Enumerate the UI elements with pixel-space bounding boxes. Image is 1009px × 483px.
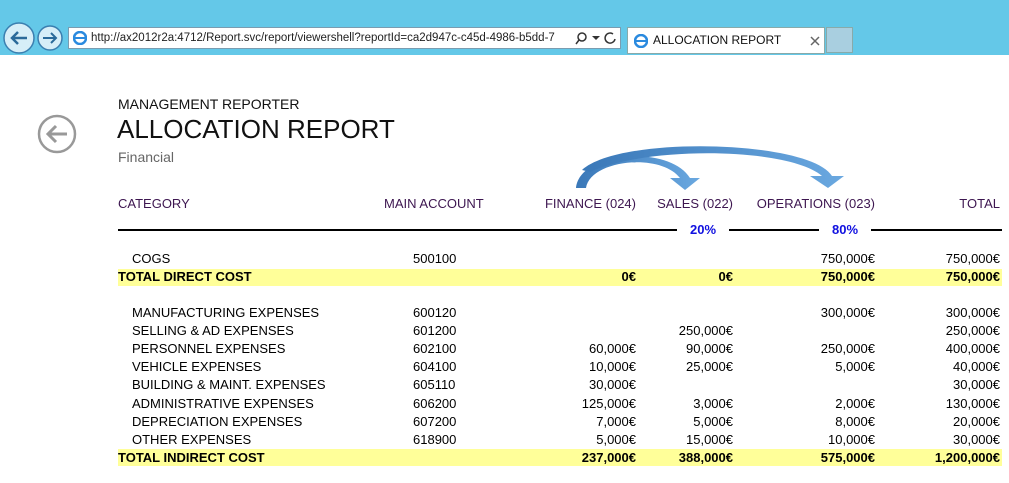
- total-band: [118, 449, 1002, 467]
- operations-cell: 250,000€: [820, 341, 875, 357]
- column-header: TOTAL: [959, 196, 1000, 211]
- finance-cell: 7,000€: [596, 413, 636, 429]
- main-account-cell: 600120: [413, 305, 457, 320]
- main-account-cell: 500100: [413, 251, 457, 266]
- allocation-arrows: [576, 146, 844, 190]
- sales-cell: 15,000€: [686, 431, 733, 447]
- operations-cell: 5,000€: [835, 359, 875, 375]
- total-operations-cell: 575,000€: [820, 449, 875, 465]
- column-header: MAIN ACCOUNT: [384, 196, 484, 211]
- url: http://ax2012r2a:4712/Report.svc/report/…: [91, 32, 555, 44]
- total-total-cell: 1,200,000€: [934, 449, 1000, 465]
- category-cell: ADMINISTRATIVE EXPENSES: [132, 395, 314, 411]
- allocation-percent: 20%: [689, 222, 717, 237]
- column-header: OPERATIONS (023): [756, 196, 875, 211]
- column-header: FINANCE (024): [544, 196, 636, 211]
- finance-cell: 10,000€: [589, 359, 636, 375]
- main-account-cell: 601200: [413, 323, 457, 339]
- category-cell: DEPRECIATION EXPENSES: [132, 413, 303, 429]
- total-cell: 250,000€: [945, 323, 1000, 339]
- new-tab[interactable]: [826, 27, 853, 53]
- total-cell: 130,000€: [945, 395, 1000, 411]
- allocation-percent: 80%: [831, 222, 859, 237]
- operations-cell: 2,000€: [835, 395, 875, 411]
- total-category-cell: TOTAL INDIRECT COST: [118, 449, 265, 465]
- main-account-cell: 605110: [413, 377, 456, 393]
- total-operations-cell: 750,000€: [820, 269, 875, 285]
- finance-cell: 60,000€: [589, 341, 636, 357]
- ie-icon: [73, 31, 87, 45]
- category-cell: MANUFACTURING EXPENSES: [132, 305, 320, 320]
- finance-cell: 5,000€: [596, 431, 636, 447]
- address-bar[interactable]: http://ax2012r2a:4712/Report.svc/report/…: [68, 27, 621, 49]
- column-header: CATEGORY: [118, 196, 190, 211]
- sales-cell: 90,000€: [686, 341, 733, 357]
- sales-cell: 3,000€: [693, 395, 733, 411]
- total-sales-cell: 0€: [718, 269, 733, 285]
- main-account-cell: 604100: [413, 359, 457, 375]
- category-cell: BUILDING & MAINT. EXPENSES: [132, 377, 326, 393]
- main-account-cell: 602100: [413, 341, 457, 357]
- tab-close[interactable]: [810, 36, 820, 46]
- category-cell: PERSONNEL EXPENSES: [132, 341, 286, 357]
- main-account-cell: 607200: [413, 413, 457, 429]
- total-finance-cell: 237,000€: [581, 449, 636, 465]
- main-account-cell: 618900: [413, 431, 457, 447]
- sales-cell: 5,000€: [693, 413, 733, 429]
- total-sales-cell: 388,000€: [678, 449, 733, 465]
- category-cell: VEHICLE EXPENSES: [132, 359, 262, 375]
- category-cell: COGS: [132, 251, 171, 266]
- back-icon[interactable]: [36, 113, 78, 155]
- category-cell: OTHER EXPENSES: [132, 431, 252, 447]
- browser-tab[interactable]: ALLOCATION REPORT: [627, 27, 825, 54]
- operations-cell: 750,000€: [820, 251, 875, 266]
- operations-cell: 10,000€: [828, 431, 875, 447]
- finance-cell: 30,000€: [589, 377, 636, 393]
- operations-cell: 8,000€: [835, 413, 875, 429]
- category-cell: SELLING & AD EXPENSES: [132, 323, 294, 339]
- total-category-cell: TOTAL DIRECT COST: [118, 269, 252, 285]
- tab-title: ALLOCATION REPORT: [653, 33, 782, 47]
- total-finance-cell: 0€: [621, 269, 636, 285]
- total-total-cell: 750,000€: [945, 269, 1000, 285]
- main-account-cell: 606200: [413, 395, 457, 411]
- total-cell: 400,000€: [945, 341, 1000, 357]
- sales-cell: 25,000€: [686, 359, 733, 375]
- total-cell: 30,000€: [953, 431, 1000, 447]
- finance-cell: 125,000€: [581, 395, 636, 411]
- report-title: ALLOCATION REPORT: [117, 114, 395, 144]
- total-cell: 40,000€: [953, 359, 1000, 375]
- report-subtitle: Financial: [118, 149, 175, 165]
- header-rule: [118, 229, 1002, 231]
- total-cell: 300,000€: [945, 305, 1000, 320]
- ie-icon: [634, 34, 648, 48]
- total-band: [118, 268, 1002, 286]
- address-controls: [572, 28, 620, 48]
- total-cell: 30,000€: [953, 377, 1000, 393]
- nav-buttons: [3, 22, 63, 54]
- column-header: SALES (022): [657, 196, 733, 211]
- total-cell: 750,000€: [945, 251, 1000, 266]
- total-cell: 20,000€: [953, 413, 1000, 429]
- app-name: MANAGEMENT REPORTER: [118, 96, 300, 112]
- operations-cell: 300,000€: [820, 305, 875, 320]
- sales-cell: 250,000€: [678, 323, 733, 339]
